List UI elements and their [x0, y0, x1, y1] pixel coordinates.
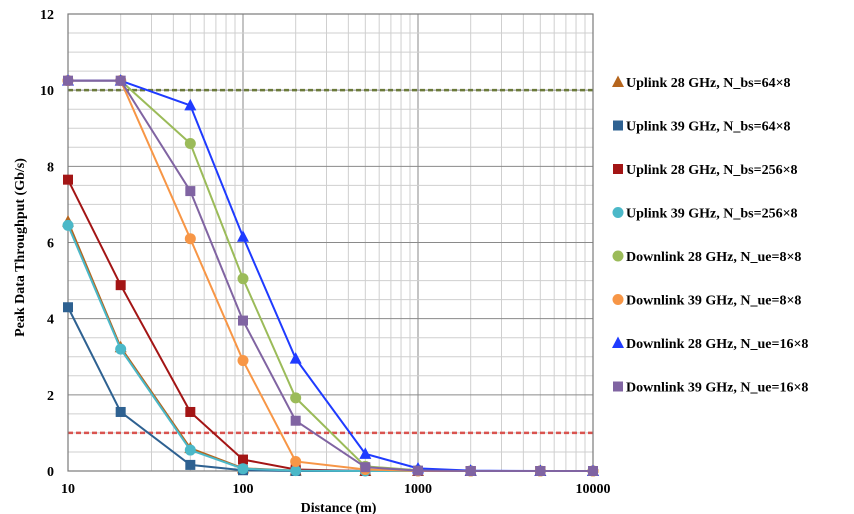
- y-tick-label: 12: [40, 8, 54, 23]
- y-tick-label: 8: [47, 160, 54, 175]
- data-point: [115, 280, 126, 291]
- legend-label: Downlink 28 GHz, N_ue=16×8: [626, 337, 808, 352]
- series-line: [68, 79, 593, 472]
- x-tick-label: 1000: [404, 482, 432, 497]
- legend-label: Uplink 28 GHz, N_bs=64×8: [626, 76, 791, 91]
- tick-labels: 10 100 1000 10000 0 2 4 6 8 10 12: [40, 8, 611, 497]
- data-point: [290, 392, 302, 404]
- y-tick-label: 4: [47, 313, 54, 328]
- y-axis-title: Peak Data Throughput (Gb/s): [13, 158, 28, 337]
- legend-item: Downlink 39 GHz, N_ue=16×8: [613, 381, 808, 396]
- legend-label: Uplink 28 GHz, N_bs=256×8: [626, 163, 798, 178]
- data-point: [184, 98, 197, 111]
- data-point: [237, 273, 249, 285]
- y-tick-label: 10: [40, 84, 54, 99]
- data-point: [185, 186, 196, 197]
- data-point: [238, 454, 248, 465]
- data-point: [465, 466, 476, 476]
- series-1: [62, 215, 599, 476]
- y-tick-label: 0: [47, 465, 54, 480]
- data-point: [63, 302, 73, 313]
- series-6: [62, 75, 599, 477]
- series-5: [62, 75, 599, 477]
- legend-item: Uplink 28 GHz, N_bs=64×8: [612, 75, 791, 91]
- data-point: [359, 447, 372, 459]
- y-tick-label: 6: [47, 237, 54, 252]
- data-point: [290, 465, 302, 477]
- series-line: [68, 79, 593, 472]
- data-point: [289, 352, 302, 364]
- data-point: [63, 75, 73, 86]
- legend-marker: [613, 120, 623, 131]
- data-point: [588, 466, 598, 476]
- data-point: [115, 343, 127, 355]
- data-point: [237, 355, 249, 367]
- data-point: [290, 455, 302, 467]
- x-axis-title: Distance (m): [301, 501, 377, 514]
- series-8: [63, 75, 598, 476]
- data-point: [237, 463, 249, 475]
- data-point: [238, 315, 248, 326]
- data-point: [184, 137, 196, 149]
- legend-marker: [613, 381, 623, 392]
- data-point: [63, 174, 73, 185]
- data-point: [185, 406, 196, 417]
- series-line: [67, 224, 593, 472]
- y-tick-label: 2: [47, 389, 54, 404]
- data-point: [62, 219, 74, 231]
- data-point: [237, 230, 249, 242]
- data-point: [360, 462, 371, 473]
- series-layer: [62, 74, 599, 477]
- legend-marker: [612, 75, 624, 87]
- legend-item: Downlink 28 GHz, N_ue=8×8: [612, 250, 801, 265]
- data-point: [184, 233, 196, 245]
- legend-label: Downlink 39 GHz, N_ue=8×8: [626, 294, 801, 309]
- legend-marker: [612, 294, 624, 305]
- legend-item: Uplink 39 GHz, N_bs=64×8: [613, 120, 791, 135]
- legend: Uplink 28 GHz, N_bs=64×8 Uplink 39 GHz, N…: [612, 75, 808, 396]
- grid: [67, 13, 593, 472]
- data-point: [290, 415, 301, 426]
- legend-label: Uplink 39 GHz, N_bs=64×8: [626, 120, 791, 135]
- legend-label: Downlink 28 GHz, N_ue=8×8: [626, 250, 801, 265]
- legend-item: Downlink 28 GHz, N_ue=16×8: [612, 336, 808, 352]
- legend-marker: [612, 336, 624, 348]
- legend-item: Uplink 39 GHz, N_bs=256×8: [612, 207, 798, 222]
- data-point: [115, 75, 126, 86]
- legend-label: Downlink 39 GHz, N_ue=16×8: [626, 381, 808, 396]
- data-point: [185, 459, 196, 470]
- legend-marker: [612, 250, 624, 262]
- x-tick-label: 10: [61, 482, 75, 497]
- legend-item: Downlink 39 GHz, N_ue=8×8: [612, 294, 801, 309]
- series-7: [62, 74, 599, 476]
- data-point: [535, 466, 546, 476]
- x-tick-label: 10000: [576, 482, 611, 497]
- data-point: [413, 465, 423, 476]
- legend-label: Uplink 39 GHz, N_bs=256×8: [626, 207, 798, 222]
- series-4: [62, 219, 599, 477]
- legend-marker: [612, 207, 624, 218]
- data-point: [115, 406, 126, 417]
- legend-marker: [613, 164, 623, 174]
- legend-item: Uplink 28 GHz, N_bs=256×8: [613, 163, 798, 178]
- data-point: [184, 444, 196, 456]
- x-tick-label: 100: [233, 482, 254, 497]
- series-line: [67, 221, 593, 472]
